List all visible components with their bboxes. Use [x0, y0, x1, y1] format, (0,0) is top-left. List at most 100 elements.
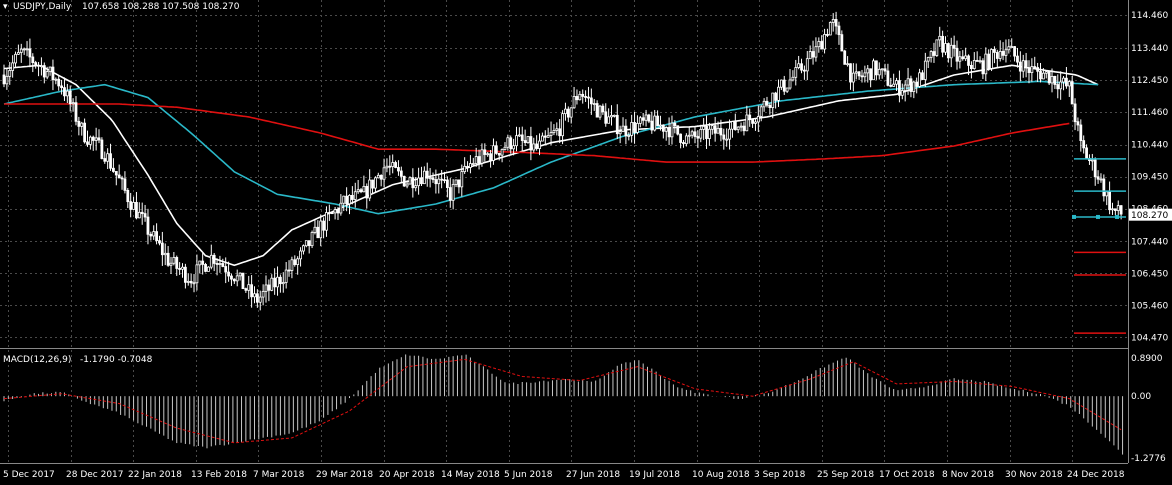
candle-body	[541, 135, 544, 142]
candle-body	[74, 102, 78, 122]
time-tick-label: 14 May 2018	[441, 470, 500, 480]
candle-body	[492, 145, 495, 161]
candle-body	[230, 275, 233, 280]
candle-body	[607, 116, 611, 124]
candle-body	[232, 278, 236, 282]
candle-body	[88, 136, 92, 145]
candle-body	[895, 80, 898, 85]
candle-body	[898, 80, 901, 96]
candle-body	[598, 105, 602, 118]
candle-body	[91, 136, 95, 141]
candle-body	[682, 142, 685, 145]
price-tick-label: 111.460	[1131, 108, 1168, 118]
candle-body	[132, 201, 135, 210]
candle-body	[362, 185, 366, 193]
candle-body	[143, 213, 147, 218]
candle-body	[653, 115, 657, 131]
candle-body	[25, 48, 29, 51]
candle-body	[535, 143, 539, 149]
candle-body	[350, 195, 354, 200]
candle-body	[627, 135, 631, 137]
candle-body	[788, 79, 792, 89]
candle-body	[630, 122, 634, 136]
time-tick-label: 17 Oct 2018	[879, 470, 935, 480]
candle-body	[376, 174, 380, 179]
current-price-marker	[1129, 208, 1172, 221]
candle-body	[998, 51, 1002, 59]
candle-body	[31, 56, 35, 64]
time-tick-label: 5 Dec 2017	[3, 470, 55, 480]
candle-body	[112, 167, 115, 172]
candle-body	[710, 125, 714, 130]
time-tick-label: 7 Mar 2018	[253, 470, 305, 480]
horizontal-levels[interactable]	[1072, 158, 1126, 334]
candle-body	[71, 102, 75, 105]
candle-body	[935, 39, 939, 56]
candle-body	[163, 252, 167, 256]
candle-body	[290, 259, 294, 271]
candle-body	[281, 282, 285, 285]
candle-body	[915, 81, 919, 87]
candle-body	[1102, 178, 1106, 197]
candle-body	[955, 47, 959, 62]
candle-body	[437, 178, 441, 185]
candle-body	[834, 19, 838, 27]
candle-body	[109, 153, 112, 169]
candle-body	[532, 143, 536, 151]
candle-body	[837, 25, 841, 36]
candle-body	[192, 282, 196, 285]
candle-body	[794, 67, 798, 78]
candle-body	[1053, 75, 1057, 85]
candle-body	[515, 135, 518, 147]
candle-body	[181, 266, 184, 270]
candle-body	[201, 260, 205, 265]
candle-body	[811, 51, 815, 58]
candle-body	[1039, 70, 1042, 80]
candle-body	[313, 226, 317, 233]
candle-body	[48, 66, 52, 72]
candle-body	[543, 135, 547, 138]
candle-body	[135, 201, 138, 219]
candle-body	[538, 140, 541, 149]
candle-body	[466, 165, 469, 168]
collapse-arrow-icon[interactable]: ▾	[3, 2, 8, 12]
candle-body	[293, 259, 297, 265]
candle-body	[65, 90, 69, 97]
candle-body	[183, 266, 187, 283]
candle-body	[348, 195, 351, 205]
candle-body	[489, 153, 492, 161]
candle-body	[414, 185, 418, 189]
candle-body	[247, 284, 251, 291]
candle-body	[399, 170, 403, 177]
candle-body	[16, 52, 20, 55]
candle-body	[189, 280, 193, 284]
candle-body	[51, 66, 55, 81]
candle-body	[572, 96, 576, 109]
price-tick-label: 113.440	[1131, 44, 1168, 54]
candle-body	[316, 226, 320, 239]
candle-body	[782, 79, 786, 92]
candle-body	[68, 90, 72, 105]
candle-body	[454, 179, 458, 185]
macd-tick-label: -1.2776	[1131, 454, 1166, 464]
candle-body	[656, 115, 659, 127]
candle-body	[981, 60, 985, 75]
candle-body	[529, 136, 533, 151]
candle-body	[725, 138, 729, 141]
time-tick-label: 20 Apr 2018	[379, 470, 435, 480]
candle-body	[1027, 67, 1031, 73]
candle-body	[77, 120, 81, 127]
candle-body	[80, 122, 84, 127]
candle-body	[803, 69, 806, 72]
candle-body	[172, 257, 176, 264]
candle-body	[742, 125, 746, 132]
candle-body	[805, 58, 809, 72]
candle-body	[503, 146, 507, 150]
candle-body	[814, 46, 818, 58]
candle-body	[327, 212, 331, 214]
candle-body	[500, 149, 504, 156]
candle-body	[457, 179, 461, 188]
candle-body	[831, 19, 835, 23]
